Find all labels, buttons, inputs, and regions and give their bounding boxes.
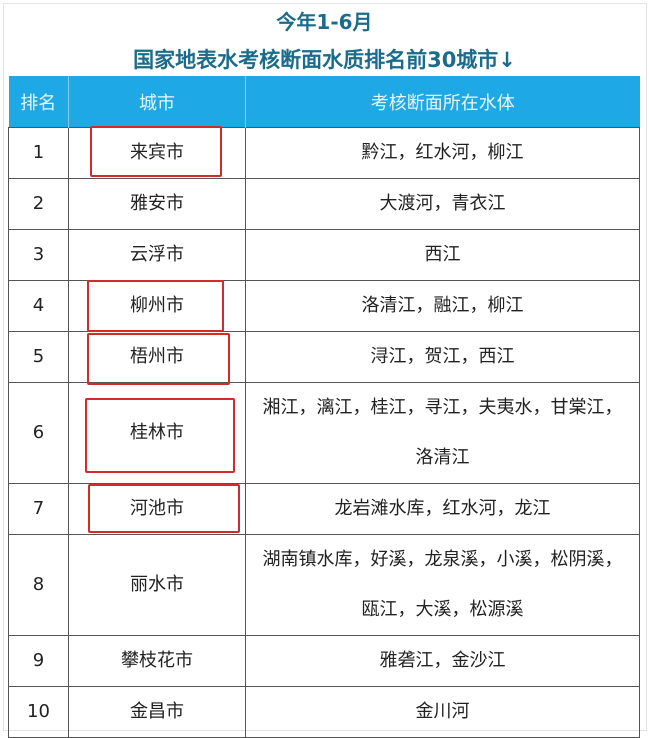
- water-cell: 洛清江，融江，柳江: [245, 280, 640, 332]
- table-row: 2 雅安市 大渡河，青衣江: [8, 178, 640, 230]
- header-rank: 排名: [8, 76, 69, 128]
- rank-cell: 2: [8, 178, 69, 230]
- rank-cell: 10: [8, 686, 69, 738]
- water-line: 湖南镇水库，好溪，龙泉溪，小溪，松阴溪，: [262, 549, 623, 570]
- water-cell: 金川河: [245, 686, 640, 738]
- city-cell: 雅安市: [68, 178, 246, 230]
- table-row: 8 丽水市 湖南镇水库，好溪，龙泉溪，小溪，松阴溪， 瓯江，大溪，松源溪: [8, 534, 640, 636]
- water-cell: 浔江，贺江，西江: [245, 331, 640, 383]
- rank-cell: 6: [8, 382, 69, 484]
- highlight-box-guilin: [85, 398, 235, 473]
- city-cell: 金昌市: [68, 686, 246, 738]
- header-city: 城市: [68, 76, 246, 128]
- water-line: 洛清江: [415, 447, 470, 468]
- water-cell: 大渡河，青衣江: [245, 178, 640, 230]
- water-cell: 龙岩滩水库，红水河，龙江: [245, 483, 640, 535]
- rank-cell: 1: [8, 127, 69, 179]
- table-row: 5 梧州市 浔江，贺江，西江: [8, 331, 640, 383]
- table-row: 3 云浮市 西江: [8, 229, 640, 281]
- water-line: 大渡河，青衣江: [379, 193, 506, 214]
- rank-cell: 4: [8, 280, 69, 332]
- water-cell: 湖南镇水库，好溪，龙泉溪，小溪，松阴溪， 瓯江，大溪，松源溪: [245, 534, 640, 636]
- title-line-1: 今年1-6月: [276, 10, 373, 34]
- water-line: 黔江，红水河，柳江: [361, 142, 524, 163]
- city-cell: 云浮市: [68, 229, 246, 281]
- rank-cell: 7: [8, 483, 69, 535]
- water-line: 龙岩滩水库，红水河，龙江: [334, 498, 551, 519]
- rank-cell: 8: [8, 534, 69, 636]
- water-line: 洛清江，融江，柳江: [361, 295, 524, 316]
- city-cell: 攀枝花市: [68, 635, 246, 687]
- water-line: 西江: [424, 244, 461, 265]
- water-line: 瓯江，大溪，松源溪: [361, 599, 524, 620]
- highlight-box-hechi: [88, 484, 240, 533]
- highlight-box-wuzhou: [87, 333, 230, 385]
- water-line: 金川河: [415, 701, 470, 722]
- water-cell: 黔江，红水河，柳江: [245, 127, 640, 179]
- table-row: 9 攀枝花市 雅砻江，金沙江: [8, 635, 640, 687]
- rank-cell: 5: [8, 331, 69, 383]
- water-cell: 湘江，漓江，桂江，寻江，夫夷水，甘棠江， 洛清江: [245, 382, 640, 484]
- water-line: 浔江，贺江，西江: [370, 346, 515, 367]
- city-cell: 梧州市: [68, 331, 246, 383]
- water-cell: 西江: [245, 229, 640, 281]
- rank-cell: 3: [8, 229, 69, 281]
- ranking-table: 排名 城市 考核断面所在水体 1 来宾市 黔江，红水河，柳江 2 雅安市 大渡河，青衣江 3…: [8, 76, 640, 738]
- highlight-box-liuzhou: [87, 280, 224, 332]
- water-line: 雅砻江，金沙江: [379, 650, 506, 671]
- title-line-2: 国家地表水考核断面水质排名前30城市↓: [133, 48, 516, 72]
- water-cell: 雅砻江，金沙江: [245, 635, 640, 687]
- water-line: 湘江，漓江，桂江，寻江，夫夷水，甘棠江，: [262, 397, 623, 418]
- table-header-row: 排名 城市 考核断面所在水体: [8, 76, 640, 128]
- header-water: 考核断面所在水体: [245, 76, 640, 128]
- rank-cell: 9: [8, 635, 69, 687]
- city-cell: 来宾市: [68, 127, 246, 179]
- table-row: 10 金昌市 金川河: [8, 686, 640, 738]
- city-cell: 丽水市: [68, 534, 246, 636]
- highlight-box-laibin: [90, 126, 222, 177]
